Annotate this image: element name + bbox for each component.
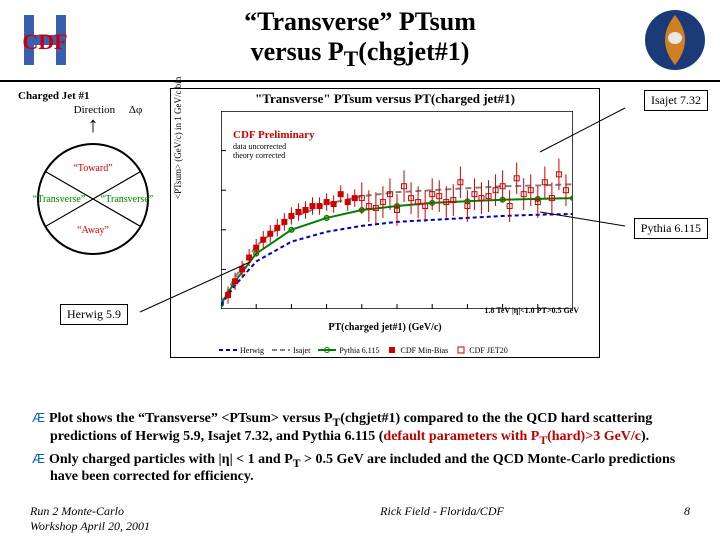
- cdf-logo: CDF: [10, 5, 80, 75]
- footer-left: Run 2 Monte-Carlo Workshop April 20, 200…: [30, 504, 200, 534]
- prelim-note: data uncorrected theory corrected: [233, 142, 286, 160]
- legend-herwig: Herwig: [219, 346, 264, 355]
- y-axis-label: <PTsum> (GeV/c) in 1 GeV/c bin: [173, 77, 183, 199]
- x-axis-label: PT(charged jet#1) (GeV/c): [171, 322, 599, 333]
- title-block: “Transverse” PTsum versus PT(chgjet#1): [80, 7, 640, 72]
- fermilab-logo: [640, 5, 710, 75]
- legend-pythia: Pythia 6.115: [318, 346, 379, 355]
- svg-text:CDF: CDF: [22, 29, 67, 54]
- legend-minbias: CDF Min-Bias: [387, 345, 448, 355]
- pie-diagram: “Toward” “Away” “Transverse” “Transverse”: [28, 134, 158, 264]
- arrow-up-icon: ↑: [18, 118, 168, 132]
- main-area: Charged Jet #1 Direction Δφ ↑ “Toward” “A…: [0, 82, 720, 402]
- bullet-icon: Æ: [32, 410, 45, 425]
- bullet-2: ÆOnly charged particles with |η| < 1 and…: [32, 451, 688, 486]
- callout-herwig: Herwig 5.9: [60, 304, 128, 325]
- bullet-list: ÆPlot shows the “Transverse” <PTsum> ver…: [0, 402, 720, 485]
- svg-text:“Toward”: “Toward”: [73, 163, 112, 174]
- header: CDF “Transverse” PTsum versus PT(chgjet#…: [0, 0, 720, 82]
- bullet-icon: Æ: [32, 451, 45, 466]
- chart-box: "Transverse" PTsum versus PT(charged jet…: [170, 88, 600, 358]
- callout-isajet: Isajet 7.32: [644, 90, 708, 111]
- kinematics-text: 1.8 TeV |η|<1.0 PT>0.5 GeV: [484, 306, 579, 315]
- legend-jet20: CDF JET20: [456, 345, 507, 355]
- footer: Run 2 Monte-Carlo Workshop April 20, 200…: [0, 504, 720, 534]
- svg-text:“Transverse”: “Transverse”: [101, 194, 153, 205]
- callout-pythia: Pythia 6.115: [634, 218, 708, 239]
- svg-text:“Transverse”: “Transverse”: [33, 194, 85, 205]
- legend-isajet: Isajet: [272, 346, 310, 355]
- diagram-sublabel: Direction Δφ: [48, 104, 168, 116]
- diagram-label: Charged Jet #1: [18, 90, 168, 102]
- direction-diagram: Charged Jet #1 Direction Δφ ↑ “Toward” “A…: [18, 90, 168, 264]
- title-line1: “Transverse” PTsum: [80, 7, 640, 37]
- footer-page: 8: [684, 504, 690, 534]
- cdf-preliminary: CDF Preliminary: [233, 129, 315, 141]
- legend: Herwig Isajet Pythia 6.115 CDF Min-Bias …: [219, 345, 589, 355]
- chart-title: "Transverse" PTsum versus PT(charged jet…: [171, 89, 599, 107]
- bullet-1: ÆPlot shows the “Transverse” <PTsum> ver…: [32, 410, 688, 447]
- svg-text:“Away”: “Away”: [77, 225, 109, 236]
- title-line2: versus PT(chgjet#1): [80, 37, 640, 72]
- footer-center: Rick Field - Florida/CDF: [380, 504, 504, 534]
